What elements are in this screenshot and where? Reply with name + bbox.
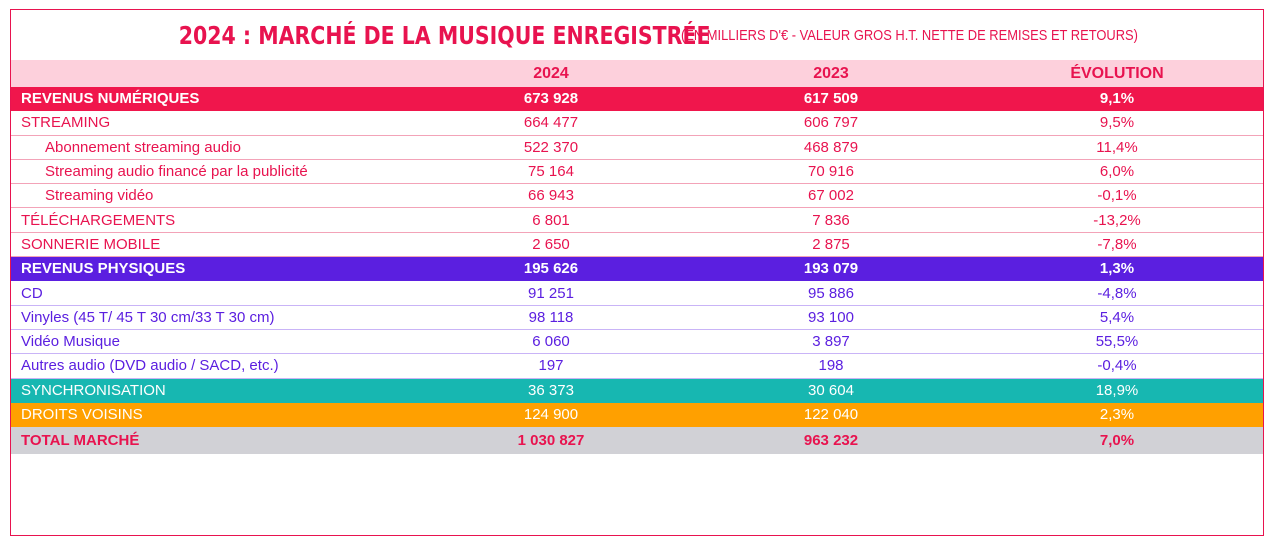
value-2023: 7 836 [691, 207, 971, 233]
value-2024: 75 164 [411, 159, 691, 185]
market-table: 2024 2023 ÉVOLUTION REVENUS NUMÉRIQUES 6… [11, 60, 1263, 455]
value-evolution: 2,3% [971, 402, 1263, 428]
value-evolution: 1,3% [971, 256, 1263, 282]
value-2024: 195 626 [411, 256, 691, 282]
row-streaming-audio-publicite: Streaming audio financé par la publicité… [11, 159, 1263, 185]
value-evolution: -4,8% [971, 280, 1263, 306]
value-evolution: 7,0% [971, 426, 1263, 455]
row-label: Streaming audio financé par la publicité [11, 159, 411, 185]
value-2024: 91 251 [411, 280, 691, 306]
value-2023: 963 232 [691, 426, 971, 455]
value-2024: 522 370 [411, 135, 691, 160]
value-2024: 197 [411, 353, 691, 379]
row-cd: CD 91 251 95 886 -4,8% [11, 280, 1263, 306]
row-label: Abonnement streaming audio [11, 135, 411, 160]
row-sonnerie-mobile: SONNERIE MOBILE 2 650 2 875 -7,8% [11, 232, 1263, 258]
value-2024: 66 943 [411, 183, 691, 209]
row-abonnement-streaming-audio: Abonnement streaming audio 522 370 468 8… [11, 135, 1263, 160]
value-evolution: -7,8% [971, 232, 1263, 258]
row-label: SYNCHRONISATION [11, 378, 411, 403]
value-evolution: 5,4% [971, 305, 1263, 330]
row-total-marche: TOTAL MARCHÉ 1 030 827 963 232 7,0% [11, 426, 1263, 455]
value-2023: 468 879 [691, 135, 971, 160]
row-revenus-physiques: REVENUS PHYSIQUES 195 626 193 079 1,3% [11, 256, 1263, 282]
title-subtitle: (EN MILLIERS D'€ - VALEUR GROS H.T. NETT… [680, 26, 1138, 44]
row-label: STREAMING [11, 110, 411, 136]
value-2024: 664 477 [411, 110, 691, 136]
table-title: 2024 : MARCHÉ DE LA MUSIQUE ENREGISTRÉE … [11, 10, 1263, 60]
value-2023: 67 002 [691, 183, 971, 209]
header-label-cell [11, 60, 411, 87]
value-2023: 122 040 [691, 402, 971, 428]
value-evolution: 9,1% [971, 87, 1263, 112]
row-revenus-numeriques: REVENUS NUMÉRIQUES 673 928 617 509 9,1% [11, 87, 1263, 112]
header-2024: 2024 [411, 60, 691, 87]
row-label: SONNERIE MOBILE [11, 232, 411, 258]
value-evolution: 11,4% [971, 135, 1263, 160]
value-2024: 6 801 [411, 207, 691, 233]
value-2023: 30 604 [691, 378, 971, 403]
value-2023: 70 916 [691, 159, 971, 185]
row-streaming-video: Streaming vidéo 66 943 67 002 -0,1% [11, 183, 1263, 209]
value-2023: 193 079 [691, 256, 971, 282]
value-2024: 2 650 [411, 232, 691, 258]
value-2024: 1 030 827 [411, 426, 691, 455]
value-2023: 617 509 [691, 87, 971, 112]
row-vinyles: Vinyles (45 T/ 45 T 30 cm/33 T 30 cm) 98… [11, 305, 1263, 330]
header-evolution: ÉVOLUTION [971, 60, 1263, 87]
row-video-musique: Vidéo Musique 6 060 3 897 55,5% [11, 329, 1263, 355]
value-evolution: -0,4% [971, 353, 1263, 379]
value-2023: 95 886 [691, 280, 971, 306]
row-label: Vidéo Musique [11, 329, 411, 355]
row-label: REVENUS PHYSIQUES [11, 256, 411, 282]
row-autres-audio: Autres audio (DVD audio / SACD, etc.) 19… [11, 353, 1263, 379]
row-label: Autres audio (DVD audio / SACD, etc.) [11, 353, 411, 379]
row-label: CD [11, 280, 411, 306]
row-label: TÉLÉCHARGEMENTS [11, 207, 411, 233]
value-2023: 198 [691, 353, 971, 379]
row-synchronisation: SYNCHRONISATION 36 373 30 604 18,9% [11, 378, 1263, 403]
market-table-panel: 2024 : MARCHÉ DE LA MUSIQUE ENREGISTRÉE … [10, 9, 1264, 536]
value-evolution: 6,0% [971, 159, 1263, 185]
value-2024: 673 928 [411, 87, 691, 112]
value-2023: 606 797 [691, 110, 971, 136]
value-evolution: -13,2% [971, 207, 1263, 233]
value-2024: 124 900 [411, 402, 691, 428]
header-2023: 2023 [691, 60, 971, 87]
row-telechargements: TÉLÉCHARGEMENTS 6 801 7 836 -13,2% [11, 207, 1263, 233]
value-2024: 6 060 [411, 329, 691, 355]
row-label: DROITS VOISINS [11, 402, 411, 428]
value-evolution: 18,9% [971, 378, 1263, 403]
row-label: REVENUS NUMÉRIQUES [11, 87, 411, 112]
value-evolution: -0,1% [971, 183, 1263, 209]
value-2024: 36 373 [411, 378, 691, 403]
row-streaming: STREAMING 664 477 606 797 9,5% [11, 110, 1263, 136]
value-2024: 98 118 [411, 305, 691, 330]
header-row: 2024 2023 ÉVOLUTION [11, 60, 1263, 87]
row-label: TOTAL MARCHÉ [11, 426, 411, 455]
row-droits-voisins: DROITS VOISINS 124 900 122 040 2,3% [11, 402, 1263, 428]
row-label: Vinyles (45 T/ 45 T 30 cm/33 T 30 cm) [11, 305, 411, 330]
value-2023: 93 100 [691, 305, 971, 330]
value-2023: 2 875 [691, 232, 971, 258]
value-evolution: 9,5% [971, 110, 1263, 136]
value-2023: 3 897 [691, 329, 971, 355]
value-evolution: 55,5% [971, 329, 1263, 355]
row-label: Streaming vidéo [11, 183, 411, 209]
title-main: 2024 : MARCHÉ DE LA MUSIQUE ENREGISTRÉE [178, 20, 711, 50]
